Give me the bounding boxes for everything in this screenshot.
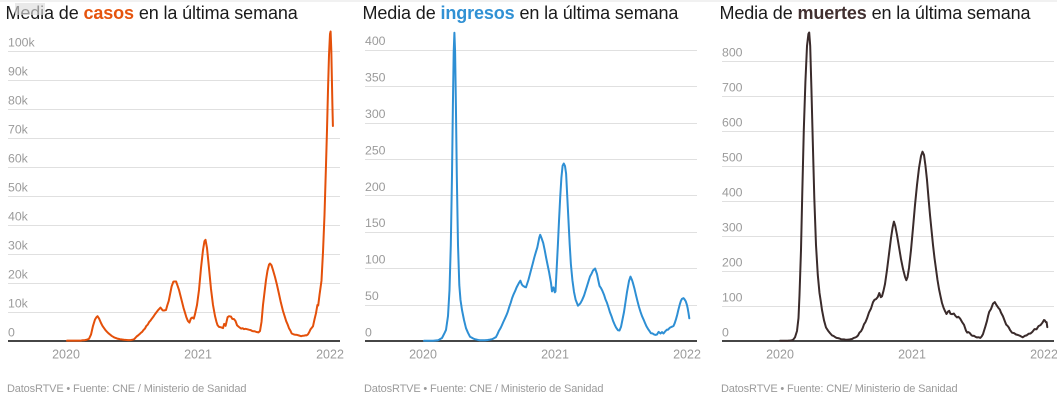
svg-text:2020: 2020 [766,348,794,362]
svg-text:60k: 60k [8,151,29,165]
svg-text:150: 150 [365,216,386,230]
svg-text:400: 400 [722,186,743,200]
svg-text:50: 50 [365,289,379,303]
svg-text:30k: 30k [8,238,29,252]
svg-text:80k: 80k [8,93,29,107]
svg-text:800: 800 [722,46,743,60]
svg-text:200: 200 [365,180,386,194]
svg-text:0: 0 [365,325,372,339]
svg-text:400: 400 [365,34,386,48]
svg-text:2021: 2021 [184,348,212,362]
svg-text:100: 100 [365,253,386,267]
svg-text:600: 600 [722,116,743,130]
svg-text:70k: 70k [8,122,29,136]
svg-text:2020: 2020 [409,348,437,362]
svg-text:2021: 2021 [541,348,569,362]
svg-text:300: 300 [722,221,743,235]
svg-text:10k: 10k [8,296,29,310]
svg-text:90k: 90k [8,64,29,78]
svg-text:300: 300 [365,107,386,121]
svg-text:40k: 40k [8,209,29,223]
svg-text:250: 250 [365,143,386,157]
svg-text:200: 200 [722,255,743,269]
svg-text:0: 0 [8,325,15,339]
svg-text:0: 0 [722,325,729,339]
svg-text:100: 100 [722,290,743,304]
svg-text:700: 700 [722,81,743,95]
svg-text:50k: 50k [8,180,29,194]
svg-text:100k: 100k [8,35,36,49]
svg-text:2021: 2021 [898,348,926,362]
svg-text:2022: 2022 [1030,348,1057,362]
svg-text:350: 350 [365,71,386,85]
svg-text:20k: 20k [8,267,29,281]
svg-text:2020: 2020 [52,348,80,362]
svg-text:500: 500 [722,151,743,165]
svg-text:2022: 2022 [316,348,344,362]
svg-text:2022: 2022 [673,348,701,362]
